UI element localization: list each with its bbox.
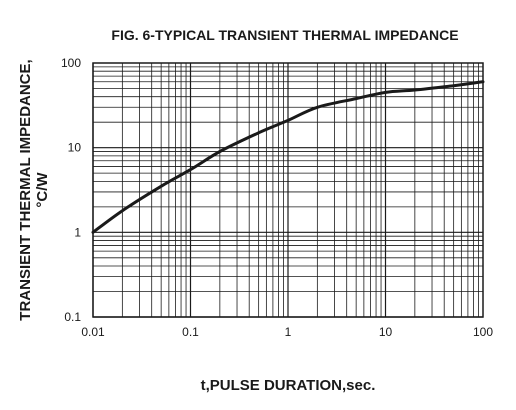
chart-title: FIG. 6-TYPICAL TRANSIENT THERMAL IMPEDAN… [111, 27, 458, 43]
x-tick-label: 100 [473, 325, 493, 339]
y-tick-label: 10 [68, 141, 82, 155]
x-axis-label: t,PULSE DURATION,sec. [201, 377, 376, 394]
y-tick-label: 0.1 [64, 310, 81, 324]
y-tick-label: 1 [74, 225, 81, 239]
y-tick-labels: 0.1 1 10 100 [61, 56, 81, 324]
grid [92, 63, 483, 318]
y-tick-label: 100 [61, 56, 81, 70]
x-tick-label: 1 [285, 325, 292, 339]
plot-frame [92, 62, 484, 318]
y-axis-label: TRANSIENT THERMAL IMPEDANCE, [17, 59, 34, 320]
x-tick-labels: 0.01 0.1 1 10 100 [81, 325, 493, 339]
x-tick-label: 10 [379, 325, 393, 339]
series-line [91, 80, 485, 234]
x-tick-label: 0.1 [182, 325, 199, 339]
x-tick-label: 0.01 [81, 325, 105, 339]
y-axis-unit: °C/W [34, 172, 51, 208]
